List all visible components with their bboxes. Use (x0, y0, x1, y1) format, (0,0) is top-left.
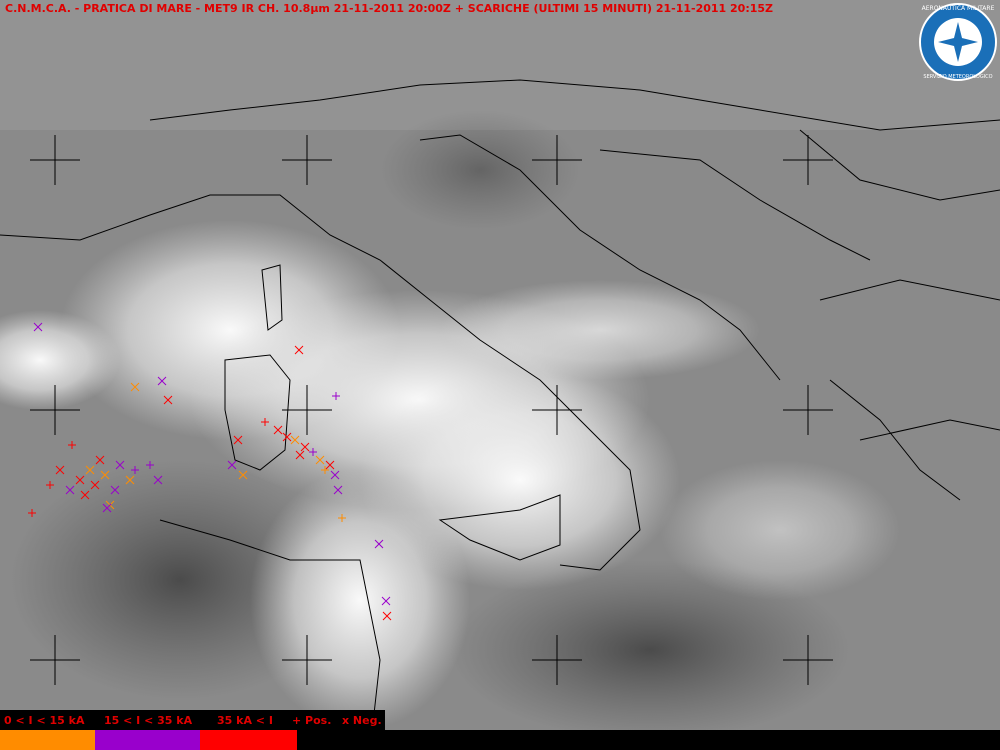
cloud (660, 460, 900, 600)
strike (300, 442, 310, 452)
coast (0, 194, 641, 571)
border (149, 79, 1000, 131)
strike (273, 425, 283, 435)
strike (333, 485, 343, 495)
legend-label: x Neg. (342, 714, 382, 727)
border (599, 129, 1000, 261)
strike (227, 460, 237, 470)
cloud (0, 310, 120, 410)
logo-text: AERONAUTICA MILITARE (922, 5, 995, 12)
legend-swatch (95, 730, 200, 750)
balkans (819, 279, 1000, 501)
legend-label: + Pos. (292, 714, 331, 727)
strike (295, 450, 305, 460)
legend-swatch (200, 730, 297, 750)
background (0, 0, 1000, 130)
legend-bg (0, 710, 385, 730)
strike (125, 475, 135, 485)
sardinia (224, 354, 291, 471)
strike (325, 460, 335, 470)
strike (80, 490, 90, 500)
strike (315, 455, 325, 465)
strike (282, 432, 292, 442)
sicily (438, 494, 561, 561)
strike (290, 435, 300, 445)
strike (75, 475, 85, 485)
strike (233, 435, 243, 445)
legend-bg (297, 730, 1000, 750)
strike (85, 465, 95, 475)
strike (110, 485, 120, 495)
strike (130, 382, 140, 392)
legend-label: 0 < I < 15 kA (4, 714, 85, 727)
header-title: C.N.M.C.A. - PRATICA DI MARE - MET9 IR C… (5, 2, 773, 15)
dark-area (450, 560, 850, 740)
legend-label: 15 < I < 35 kA (104, 714, 193, 727)
corsica (261, 264, 283, 331)
strike (238, 470, 248, 480)
strike (102, 503, 112, 513)
strike (157, 376, 167, 386)
strike (330, 470, 340, 480)
dark-area (380, 110, 580, 230)
strike (100, 470, 110, 480)
strike (55, 465, 65, 475)
strike (294, 345, 304, 355)
logo: AERONAUTICA MILITARE SERVIZIO METEOROLOG… (919, 3, 997, 81)
strike (153, 475, 163, 485)
cloud (360, 370, 680, 590)
cloud (440, 280, 760, 380)
strike (382, 611, 392, 621)
logo-text: SERVIZIO METEOROLOGICO (923, 74, 992, 80)
coastlines (0, 79, 1000, 750)
coast (419, 134, 781, 381)
strike (381, 596, 391, 606)
strike (374, 539, 384, 549)
legend-swatch (0, 730, 95, 750)
strike (163, 395, 173, 405)
logo-rose (938, 22, 978, 62)
legend-label: 35 kA < I (217, 714, 273, 727)
graticule (30, 135, 833, 685)
strike (65, 485, 75, 495)
africa-coast (159, 519, 381, 750)
strike (90, 480, 100, 490)
strike (95, 455, 105, 465)
strike (33, 322, 43, 332)
lightning-strikes (28, 322, 392, 621)
strike (115, 460, 125, 470)
